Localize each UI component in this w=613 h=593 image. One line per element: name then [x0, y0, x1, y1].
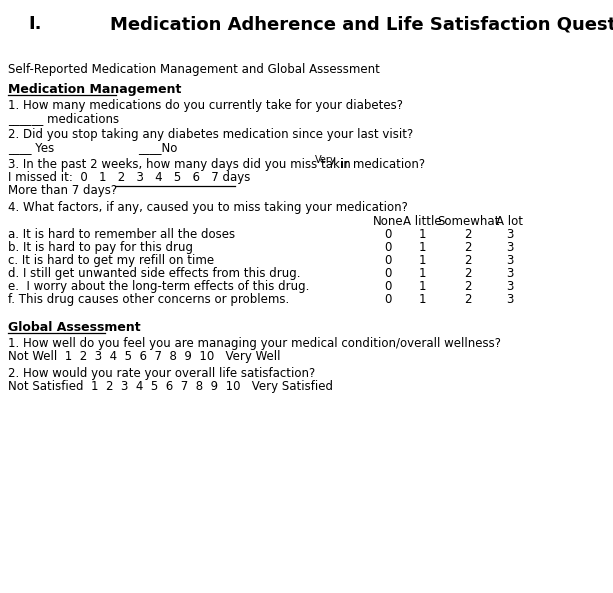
Text: 1: 1 [418, 254, 426, 267]
Text: e.  I worry about the long-term effects of this drug.: e. I worry about the long-term effects o… [8, 280, 310, 293]
Text: ir medication?: ir medication? [337, 158, 425, 171]
Text: Not Well  1  2  3  4  5  6  7  8  9  10   Very Well: Not Well 1 2 3 4 5 6 7 8 9 10 Very Well [8, 350, 281, 363]
Text: 2: 2 [464, 293, 472, 306]
Text: Not Satisfied  1  2  3  4  5  6  7  8  9  10   Very Satisfied: Not Satisfied 1 2 3 4 5 6 7 8 9 10 Very … [8, 380, 333, 393]
Text: 3: 3 [506, 267, 514, 280]
Text: 1. How well do you feel you are managing your medical condition/overall wellness: 1. How well do you feel you are managing… [8, 337, 501, 350]
Text: Somewhat: Somewhat [437, 215, 499, 228]
Text: b. It is hard to pay for this drug: b. It is hard to pay for this drug [8, 241, 193, 254]
Text: A little: A little [403, 215, 441, 228]
Text: 3: 3 [506, 280, 514, 293]
Text: ______ medications: ______ medications [8, 112, 119, 125]
Text: 1. How many medications do you currently take for your diabetes?: 1. How many medications do you currently… [8, 99, 403, 112]
Text: 0: 0 [384, 228, 392, 241]
Text: 2: 2 [464, 241, 472, 254]
Text: 3: 3 [506, 254, 514, 267]
Text: Medication Management: Medication Management [8, 83, 181, 96]
Text: I.: I. [28, 15, 42, 33]
Text: 3: 3 [506, 228, 514, 241]
Text: d. I still get unwanted side effects from this drug.: d. I still get unwanted side effects fro… [8, 267, 300, 280]
Text: 2: 2 [464, 228, 472, 241]
Text: 3: 3 [506, 293, 514, 306]
Text: None: None [373, 215, 403, 228]
Text: 1: 1 [418, 228, 426, 241]
Text: 3: 3 [506, 241, 514, 254]
Text: c. It is hard to get my refill on time: c. It is hard to get my refill on time [8, 254, 214, 267]
Text: Medication Adherence and Life Satisfaction Questionnaire: Medication Adherence and Life Satisfacti… [110, 15, 613, 33]
Text: 0: 0 [384, 254, 392, 267]
Text: 3. In the past 2 weeks, how many days did you miss takin: 3. In the past 2 weeks, how many days di… [8, 158, 351, 171]
Text: 4. What factors, if any, caused you to miss taking your medication?: 4. What factors, if any, caused you to m… [8, 201, 408, 214]
Text: f. This drug causes other concerns or problems.: f. This drug causes other concerns or pr… [8, 293, 289, 306]
Text: ____No: ____No [138, 141, 177, 154]
Text: a. It is hard to remember all the doses: a. It is hard to remember all the doses [8, 228, 235, 241]
Text: 1: 1 [418, 267, 426, 280]
Text: ____ Yes: ____ Yes [8, 141, 54, 154]
Text: I missed it:  0   1   2   3   4   5   6   7 days: I missed it: 0 1 2 3 4 5 6 7 days [8, 171, 250, 184]
Text: 2. How would you rate your overall life satisfaction?: 2. How would you rate your overall life … [8, 367, 315, 380]
Text: 0: 0 [384, 241, 392, 254]
Text: 0: 0 [384, 293, 392, 306]
Text: 2: 2 [464, 267, 472, 280]
Text: 2: 2 [464, 254, 472, 267]
Text: 1: 1 [418, 293, 426, 306]
Text: 0: 0 [384, 267, 392, 280]
Text: Very: Very [315, 155, 337, 165]
Text: A lot: A lot [497, 215, 524, 228]
Text: 2: 2 [464, 280, 472, 293]
Text: Global Assessment: Global Assessment [8, 321, 140, 334]
Text: 2. Did you stop taking any diabetes medication since your last visit?: 2. Did you stop taking any diabetes medi… [8, 128, 413, 141]
Text: 0: 0 [384, 280, 392, 293]
Text: 1: 1 [418, 241, 426, 254]
Text: 1: 1 [418, 280, 426, 293]
Text: Self-Reported Medication Management and Global Assessment: Self-Reported Medication Management and … [8, 63, 380, 76]
Text: More than 7 days?: More than 7 days? [8, 184, 121, 197]
